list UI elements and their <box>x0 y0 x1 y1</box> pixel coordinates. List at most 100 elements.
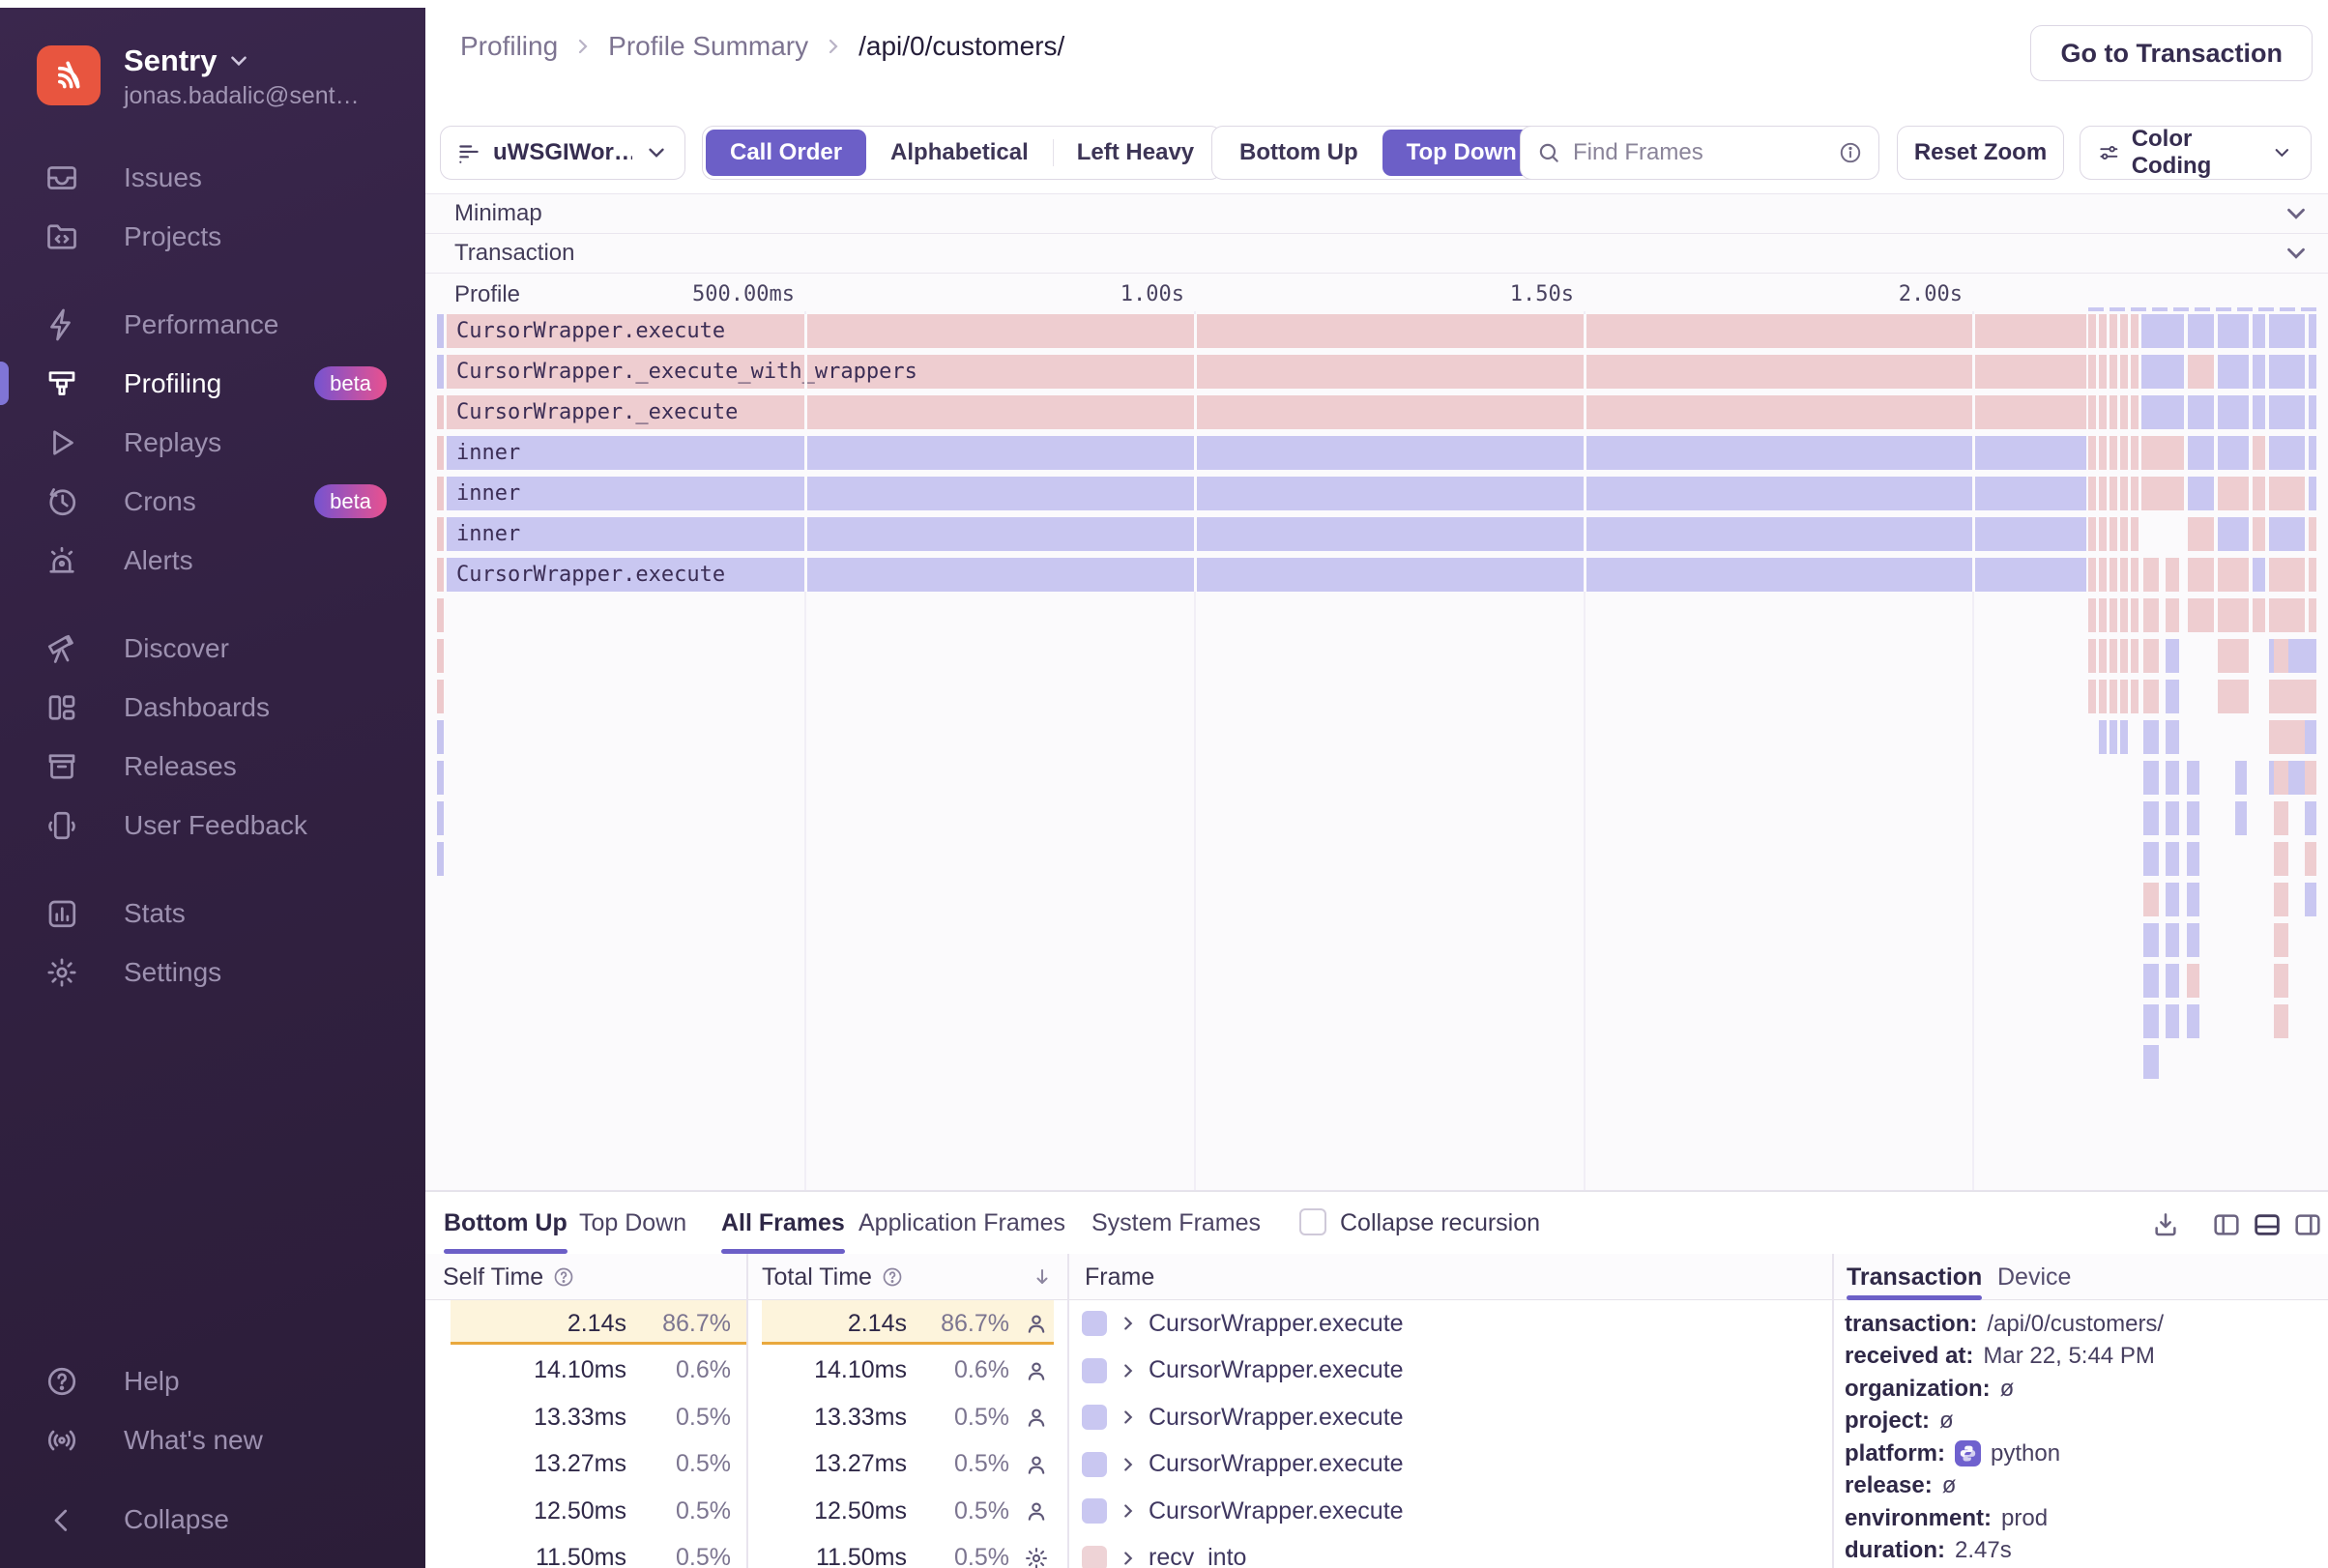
sidebar-item-releases[interactable]: Releases <box>0 737 425 796</box>
flame-frame-cursorwrapper-execute-with-wrappers[interactable]: CursorWrapper._execute_with_wrappers <box>447 355 2086 389</box>
flame-frame-small[interactable] <box>2141 355 2184 389</box>
flame-frame-small[interactable] <box>2143 761 2159 795</box>
flame-frame-small[interactable] <box>2088 477 2096 510</box>
flame-frame-small[interactable] <box>2110 477 2117 510</box>
flame-frame-small[interactable] <box>2305 842 2316 876</box>
flame-frame-small[interactable] <box>2188 395 2214 429</box>
flame-frame-small[interactable] <box>2218 395 2249 429</box>
flame-frame-small[interactable] <box>2099 720 2107 754</box>
flame-frame-small[interactable] <box>2143 883 2159 916</box>
gear-icon[interactable] <box>1023 1535 1052 1568</box>
breadcrumb-profile-summary[interactable]: Profile Summary <box>608 31 809 61</box>
flame-frame-small[interactable] <box>2269 436 2305 470</box>
flame-frame-sliver[interactable] <box>437 436 444 470</box>
user-icon[interactable] <box>1023 1441 1052 1489</box>
flame-frame-small[interactable] <box>2088 395 2096 429</box>
flame-frame-small[interactable] <box>2088 680 2096 713</box>
flame-frame-small[interactable] <box>2110 517 2117 551</box>
go-to-transaction-button[interactable]: Go to Transaction <box>2030 25 2313 81</box>
user-icon[interactable] <box>1023 1394 1052 1441</box>
flame-frame-sliver[interactable] <box>437 477 444 510</box>
flame-frame-sliver[interactable] <box>437 517 444 551</box>
flame-frame-small[interactable] <box>2274 720 2288 754</box>
sidebar-item-dashboards[interactable]: Dashboards <box>0 678 425 737</box>
flame-frame-small[interactable] <box>2269 558 2305 592</box>
flame-frame-small[interactable] <box>2166 883 2179 916</box>
sidebar-item-discover[interactable]: Discover <box>0 619 425 678</box>
flame-frame-small[interactable] <box>2166 558 2179 592</box>
flame-frame-small[interactable] <box>2099 355 2107 389</box>
total-time-header[interactable]: Total Time <box>762 1254 904 1300</box>
flame-frame-small[interactable] <box>2131 517 2139 551</box>
sidebar-item-crons[interactable]: Crons beta <box>0 472 425 531</box>
flame-frame-small[interactable] <box>2088 355 2096 389</box>
sort-option-left-heavy[interactable]: Left Heavy <box>1052 130 1218 176</box>
details-tab-transaction[interactable]: Transaction <box>1847 1254 1983 1300</box>
flame-frame-small[interactable] <box>2120 477 2128 510</box>
flame-frame-inner[interactable]: inner <box>447 477 2086 510</box>
flame-frame-small[interactable] <box>2110 639 2117 673</box>
flamegraph[interactable]: CursorWrapper.execute CursorWrapper._exec… <box>425 307 2328 1191</box>
transaction-section[interactable]: Transaction <box>425 233 2328 273</box>
chevron-right-icon[interactable] <box>1118 1488 1139 1535</box>
flame-frame-sliver[interactable] <box>437 680 444 713</box>
flame-frame-small[interactable] <box>2218 598 2249 632</box>
flame-frame-small[interactable] <box>2274 761 2288 795</box>
info-icon[interactable] <box>1838 140 1863 165</box>
chevron-right-icon[interactable] <box>1118 1535 1139 1568</box>
flame-frame-small[interactable] <box>2110 395 2117 429</box>
flame-frame-small[interactable] <box>2166 1004 2179 1038</box>
flame-frame-small[interactable] <box>2131 558 2139 592</box>
flame-frame-sliver[interactable] <box>437 801 444 835</box>
flame-frame-small[interactable] <box>2099 517 2107 551</box>
flame-frame-small[interactable] <box>2120 680 2128 713</box>
tab-system-frames[interactable]: System Frames <box>1091 1208 1262 1236</box>
flame-frame-small[interactable] <box>2166 923 2179 957</box>
sidebar-item-settings[interactable]: Settings <box>0 943 425 1002</box>
chevron-right-icon[interactable] <box>1118 1348 1139 1395</box>
flame-frame-small[interactable] <box>2274 883 2288 916</box>
flame-frame-small[interactable] <box>2188 436 2214 470</box>
flame-frame-sliver[interactable] <box>437 395 444 429</box>
sort-option-call-order[interactable]: Call Order <box>706 130 867 176</box>
flame-frame-small[interactable] <box>2218 558 2249 592</box>
flame-frame-small[interactable] <box>2253 598 2265 632</box>
flame-frame-small[interactable] <box>2274 680 2288 713</box>
flame-frame-small[interactable] <box>2143 964 2159 998</box>
flame-frame-small[interactable] <box>2253 314 2265 348</box>
flame-frame-small[interactable] <box>2166 680 2179 713</box>
flame-frame-small[interactable] <box>2269 598 2305 632</box>
sidebar-item-user-feedback[interactable]: User Feedback <box>0 796 425 855</box>
tab-application-frames[interactable]: Application Frames <box>858 1208 1065 1236</box>
flame-frame-cursorwrapper-execute[interactable]: CursorWrapper._execute <box>447 395 2086 429</box>
flame-frame-small[interactable] <box>2143 680 2159 713</box>
user-icon[interactable] <box>1023 1300 1052 1348</box>
flame-frame-small[interactable] <box>2253 558 2265 592</box>
flame-frame-small[interactable] <box>2253 477 2265 510</box>
flame-frame-small[interactable] <box>2309 558 2316 592</box>
flame-frame-small[interactable] <box>2110 598 2117 632</box>
flame-frame-small[interactable] <box>2141 314 2184 348</box>
flame-frame-cursorwrapper-execute[interactable]: CursorWrapper.execute <box>447 314 2086 348</box>
frame-header[interactable]: Frame <box>1085 1263 1155 1291</box>
flame-frame-small[interactable] <box>2166 964 2179 998</box>
tab-all-frames[interactable]: All Frames <box>721 1192 845 1254</box>
flame-frame-small[interactable] <box>2187 883 2199 916</box>
collapse-recursion-checkbox[interactable] <box>1299 1208 1326 1235</box>
flame-frame-small[interactable] <box>2141 477 2184 510</box>
sidebar-item-stats[interactable]: Stats <box>0 884 425 943</box>
flame-frame-small[interactable] <box>2088 517 2096 551</box>
flame-frame-small[interactable] <box>2143 1045 2159 1079</box>
breadcrumb-profiling[interactable]: Profiling <box>460 31 559 61</box>
chevron-down-icon[interactable] <box>2282 199 2311 228</box>
flame-frame-small[interactable] <box>2099 436 2107 470</box>
flame-frame-small[interactable] <box>2188 558 2214 592</box>
flame-frame-small[interactable] <box>2110 314 2117 348</box>
flame-frame-small[interactable] <box>2188 517 2214 551</box>
chevron-down-icon[interactable] <box>2282 239 2311 268</box>
flame-frame-small[interactable] <box>2120 436 2128 470</box>
sort-option-alphabetical[interactable]: Alphabetical <box>890 139 1029 165</box>
flame-frame-small[interactable] <box>2131 355 2139 389</box>
direction-option-top-down[interactable]: Top Down <box>1382 130 1541 176</box>
flame-frame-small[interactable] <box>2305 639 2316 673</box>
